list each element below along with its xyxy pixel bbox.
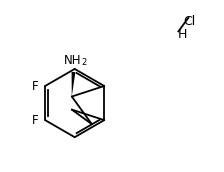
Polygon shape (72, 72, 75, 96)
Text: F: F (32, 114, 39, 127)
Text: Cl: Cl (183, 15, 196, 28)
Text: NH: NH (64, 54, 81, 67)
Text: F: F (32, 79, 39, 93)
Text: H: H (177, 28, 187, 41)
Text: 2: 2 (81, 58, 86, 67)
